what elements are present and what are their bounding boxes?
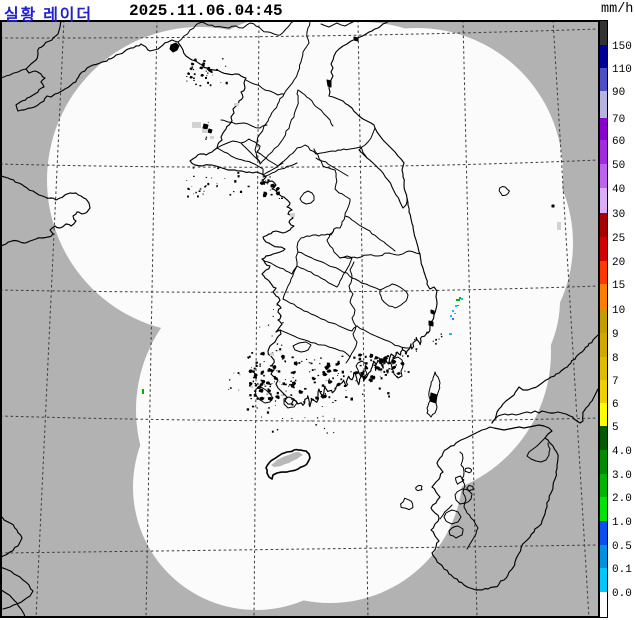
svg-text:6: 6 [612, 399, 619, 411]
svg-text:8: 8 [612, 353, 619, 365]
svg-text:90: 90 [612, 87, 625, 99]
svg-text:0.5: 0.5 [612, 541, 632, 553]
svg-text:20: 20 [612, 257, 625, 269]
svg-text:10: 10 [612, 305, 625, 317]
svg-text:40: 40 [612, 184, 625, 196]
svg-text:110: 110 [612, 64, 632, 76]
svg-text:2.0: 2.0 [612, 493, 632, 505]
svg-text:0.1: 0.1 [612, 564, 632, 576]
svg-text:7: 7 [612, 376, 619, 388]
svg-text:0.0: 0.0 [612, 588, 632, 600]
svg-text:5: 5 [612, 422, 619, 434]
svg-text:60: 60 [612, 136, 625, 148]
svg-text:150: 150 [612, 41, 632, 53]
svg-text:30: 30 [612, 209, 625, 221]
svg-text:15: 15 [612, 280, 625, 292]
svg-text:3.0: 3.0 [612, 470, 632, 482]
svg-text:1.0: 1.0 [612, 517, 632, 529]
svg-text:4.0: 4.0 [612, 446, 632, 458]
svg-text:25: 25 [612, 233, 625, 245]
svg-text:9: 9 [612, 329, 619, 341]
svg-text:70: 70 [612, 114, 625, 126]
svg-text:50: 50 [612, 160, 625, 172]
